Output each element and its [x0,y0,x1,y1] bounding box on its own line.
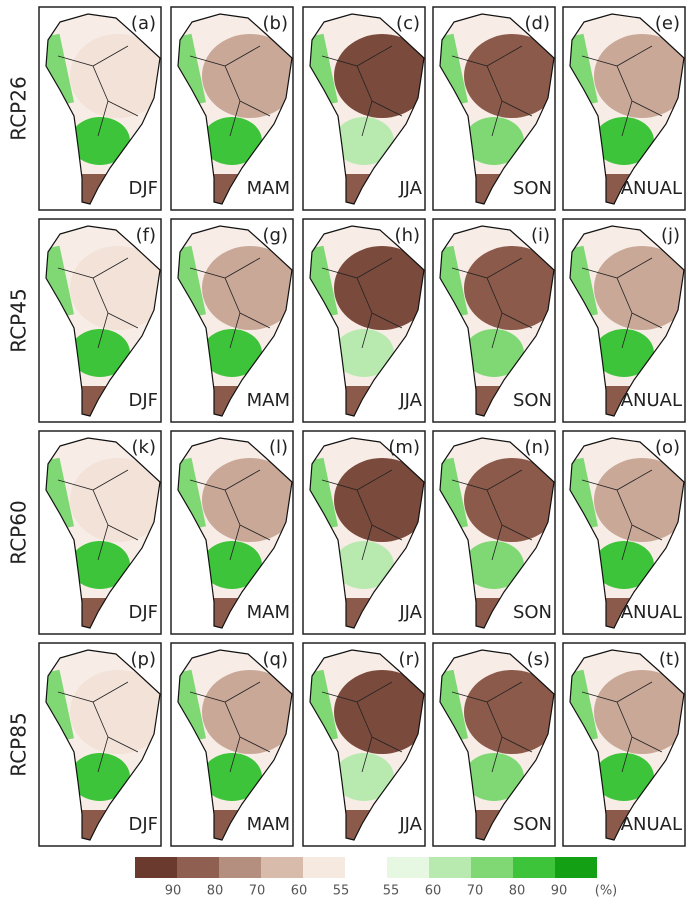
season-label: ANUAL [621,390,682,411]
season-label: MAM [247,390,290,411]
panel-letter: (i) [531,225,550,246]
colorbar-label: 80 [207,884,224,899]
panel-letter: (k) [132,437,156,458]
panel-letter: (b) [263,13,288,34]
map-panel: (p) DJF [32,642,166,850]
panel-letter: (r) [399,649,420,670]
row-label: RCP85 [7,712,31,776]
panel-letter: (p) [131,649,156,670]
panel-letter: (l) [269,437,288,458]
season-label: DJF [128,602,158,623]
map-panel: (r) JJA [296,642,430,850]
map-panel: (k) DJF [32,430,166,638]
season-label: MAM [247,178,290,199]
season-label: DJF [128,814,158,835]
season-label: SON [513,814,552,835]
colorbar-swatch [219,857,261,878]
map-panel: (a) DJF [32,6,166,214]
season-label: MAM [247,602,290,623]
panel-letter: (j) [661,225,680,246]
map-panel: (q) MAM [164,642,298,850]
figure: RCP26 (a) DJF (b) MAM (c) JJA (d) SON (e) ANUAL RCP… [0,0,686,902]
colorbar-swatch [387,857,429,878]
panel-letter: (t) [659,649,680,670]
map-panel: (b) MAM [164,6,298,214]
colorbar-swatch [513,857,555,878]
map-panel: (s) SON [426,642,560,850]
row-label: RCP26 [7,76,31,140]
colorbar-unit: (%) [595,884,618,899]
season-label: DJF [128,390,158,411]
map-panel: (l) MAM [164,430,298,638]
row-label: RCP60 [7,500,31,564]
colorbar-label: 70 [249,884,266,899]
season-label: ANUAL [621,602,682,623]
map-panel: (c) JJA [296,6,430,214]
colorbar-label: 60 [291,884,308,899]
map-panel: (n) SON [426,430,560,638]
panel-letter: (o) [655,437,680,458]
colorbar-swatch [135,857,177,878]
map-panel: (m) JJA [296,430,430,638]
panel-letter: (s) [527,649,550,670]
map-panel: (g) MAM [164,218,298,426]
colorbar-label: 60 [425,884,442,899]
season-label: SON [513,390,552,411]
panel-letter: (a) [131,13,156,34]
colorbar-swatch [261,857,303,878]
colorbar-label: 55 [333,884,350,899]
map-panel: (f) DJF [32,218,166,426]
map-panel: (d) SON [426,6,560,214]
panel-letter: (d) [525,13,550,34]
panel-letter: (f) [136,225,156,246]
colorbar-swatch [471,857,513,878]
colorbar-swatch [303,857,345,878]
map-panel: (e) ANUAL [556,6,686,214]
map-panel: (o) ANUAL [556,430,686,638]
panel-letter: (h) [395,225,420,246]
row-label: RCP45 [7,288,31,352]
panel-letter: (e) [655,13,680,34]
season-label: JJA [398,814,422,835]
season-label: DJF [128,178,158,199]
season-label: SON [513,602,552,623]
map-panel: (h) JJA [296,218,430,426]
panel-letter: (c) [396,13,420,34]
colorbar-label: 90 [551,884,568,899]
season-label: SON [513,178,552,199]
colorbar-label: 90 [165,884,182,899]
colorbar-swatch [429,857,471,878]
season-label: ANUAL [621,814,682,835]
colorbar-swatch [555,857,597,878]
colorbar-label: 70 [467,884,484,899]
panel-letter: (m) [388,437,420,458]
map-panel: (i) SON [426,218,560,426]
season-label: MAM [247,814,290,835]
colorbar-label: 55 [383,884,400,899]
map-panel: (t) ANUAL [556,642,686,850]
panel-letter: (n) [525,437,550,458]
season-label: ANUAL [621,178,682,199]
colorbar-swatch [177,857,219,878]
season-label: JJA [398,602,422,623]
season-label: JJA [398,390,422,411]
map-panel: (j) ANUAL [556,218,686,426]
panel-letter: (q) [263,649,288,670]
panel-letter: (g) [263,225,288,246]
season-label: JJA [398,178,422,199]
colorbar-label: 80 [509,884,526,899]
